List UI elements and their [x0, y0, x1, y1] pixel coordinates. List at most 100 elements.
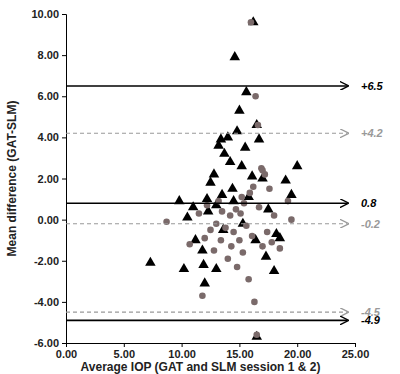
- circle-point: [227, 212, 234, 219]
- circle-point: [268, 239, 275, 246]
- triangle-point: [205, 177, 216, 186]
- triangle-point: [269, 265, 280, 274]
- reference-lines: [66, 86, 347, 320]
- y-tick-mark: [62, 14, 66, 15]
- triangle-point: [251, 331, 262, 340]
- triangle-point: [251, 119, 262, 128]
- triangle-point: [202, 193, 213, 202]
- triangle-point: [199, 277, 210, 286]
- circle-point: [228, 243, 235, 250]
- y-tick-label: 10.00: [31, 8, 59, 20]
- triangle-point: [225, 156, 236, 165]
- reference-label: -4.9: [361, 314, 381, 326]
- triangle-point: [275, 232, 286, 241]
- y-axis-line: [62, 15, 67, 344]
- triangle-point: [197, 244, 208, 253]
- x-tick: 5.00: [114, 343, 135, 360]
- circle-point: [277, 245, 284, 252]
- triangle-point: [236, 160, 247, 169]
- triangle-point: [219, 148, 230, 157]
- triangle-point: [198, 259, 209, 268]
- circle-point: [256, 204, 263, 211]
- triangle-point: [286, 189, 297, 198]
- triangle-point: [179, 263, 190, 272]
- circle-point: [218, 237, 225, 244]
- reference-line: [66, 312, 347, 313]
- y-tick-label: 8.00: [38, 49, 59, 61]
- circle-point: [266, 185, 273, 192]
- y-tick: -4.00: [34, 296, 66, 308]
- y-tick-mark: [62, 55, 66, 56]
- circle-point: [251, 299, 258, 306]
- circle-point: [259, 167, 266, 174]
- y-tick: 8.00: [38, 49, 66, 61]
- x-tick: 20.00: [284, 343, 312, 360]
- y-tick-mark: [62, 96, 66, 97]
- points: [145, 16, 302, 340]
- reference-line: [66, 133, 347, 134]
- circle-point: [264, 229, 271, 236]
- x-tick-mark: [355, 343, 356, 347]
- y-tick: 4.00: [38, 131, 66, 143]
- reference-label: -0.2: [361, 218, 380, 230]
- circle-point: [240, 249, 247, 256]
- y-tick-label: 0.00: [38, 214, 59, 226]
- chart: 0.00 5.00 10.00 15.00 20.00 25.00 -6.00 -4.00 -2…: [0, 0, 400, 374]
- y-tick-label: 6.00: [38, 90, 59, 102]
- triangle-point: [218, 224, 229, 233]
- circle-point: [253, 331, 260, 338]
- y-tick: 10.00: [31, 8, 66, 20]
- circle-point: [250, 183, 257, 190]
- x-tick: 25.00: [342, 343, 370, 360]
- y-tick: 6.00: [38, 90, 66, 102]
- triangle-point: [209, 168, 220, 177]
- triangle-point: [240, 142, 251, 151]
- x-tick-label: 25.00: [342, 348, 370, 360]
- circle-point: [219, 208, 226, 215]
- triangle-point: [217, 189, 228, 198]
- x-tick: 15.00: [226, 343, 254, 360]
- circle-point: [225, 255, 232, 262]
- y-tick-label: 2.00: [38, 173, 59, 185]
- reference-line: [66, 223, 347, 224]
- circle-point: [201, 235, 208, 242]
- triangle-point: [248, 16, 259, 25]
- y-tick: -2.00: [34, 255, 66, 267]
- circle-point: [288, 216, 295, 223]
- x-tick-label: 10.00: [168, 348, 196, 360]
- y-tick: 0.00: [38, 214, 66, 226]
- y-tick-mark: [62, 261, 66, 262]
- x-tick: 10.00: [168, 343, 196, 360]
- y-axis: -6.00 -4.00 -2.00 0.00 2.00 4.00 6.00 8.00 10.00: [31, 8, 66, 349]
- circle-point: [196, 210, 203, 217]
- x-tick-label: 20.00: [284, 348, 312, 360]
- plot: 0.00 5.00 10.00 15.00 20.00 25.00 -6.00 -4.00 -2…: [31, 8, 369, 360]
- reference-label: +4.2: [361, 127, 383, 139]
- circle-point: [236, 237, 243, 244]
- circle-point: [271, 212, 278, 219]
- reference-line: [66, 320, 347, 322]
- reference-label: 0.8: [361, 197, 377, 209]
- circle-point: [238, 194, 245, 201]
- y-tick-label: -4.00: [34, 296, 59, 308]
- triangle-point: [261, 251, 272, 260]
- circle-point: [211, 247, 218, 254]
- triangle-point: [145, 257, 156, 266]
- reference-line: [66, 85, 347, 87]
- x-axis: 0.005.0010.0015.0020.0025.00: [56, 343, 369, 360]
- circle-point: [255, 122, 262, 129]
- y-tick-mark: [62, 220, 66, 221]
- triangle-point: [182, 211, 193, 220]
- circle-point: [247, 190, 254, 197]
- triangle-point: [263, 203, 274, 212]
- triangle-point: [247, 170, 258, 179]
- reference-label: +6.5: [361, 80, 384, 92]
- circle-point: [245, 276, 252, 283]
- y-tick-label: -2.00: [34, 255, 59, 267]
- y-tick: -6.00: [34, 337, 66, 349]
- y-tick-mark: [62, 343, 66, 344]
- x-axis-title: Average IOP (GAT and SLM session 1 & 2): [81, 360, 321, 374]
- y-tick-label: 4.00: [38, 131, 59, 143]
- circle-point: [230, 229, 237, 236]
- x-tick-mark: [182, 343, 183, 347]
